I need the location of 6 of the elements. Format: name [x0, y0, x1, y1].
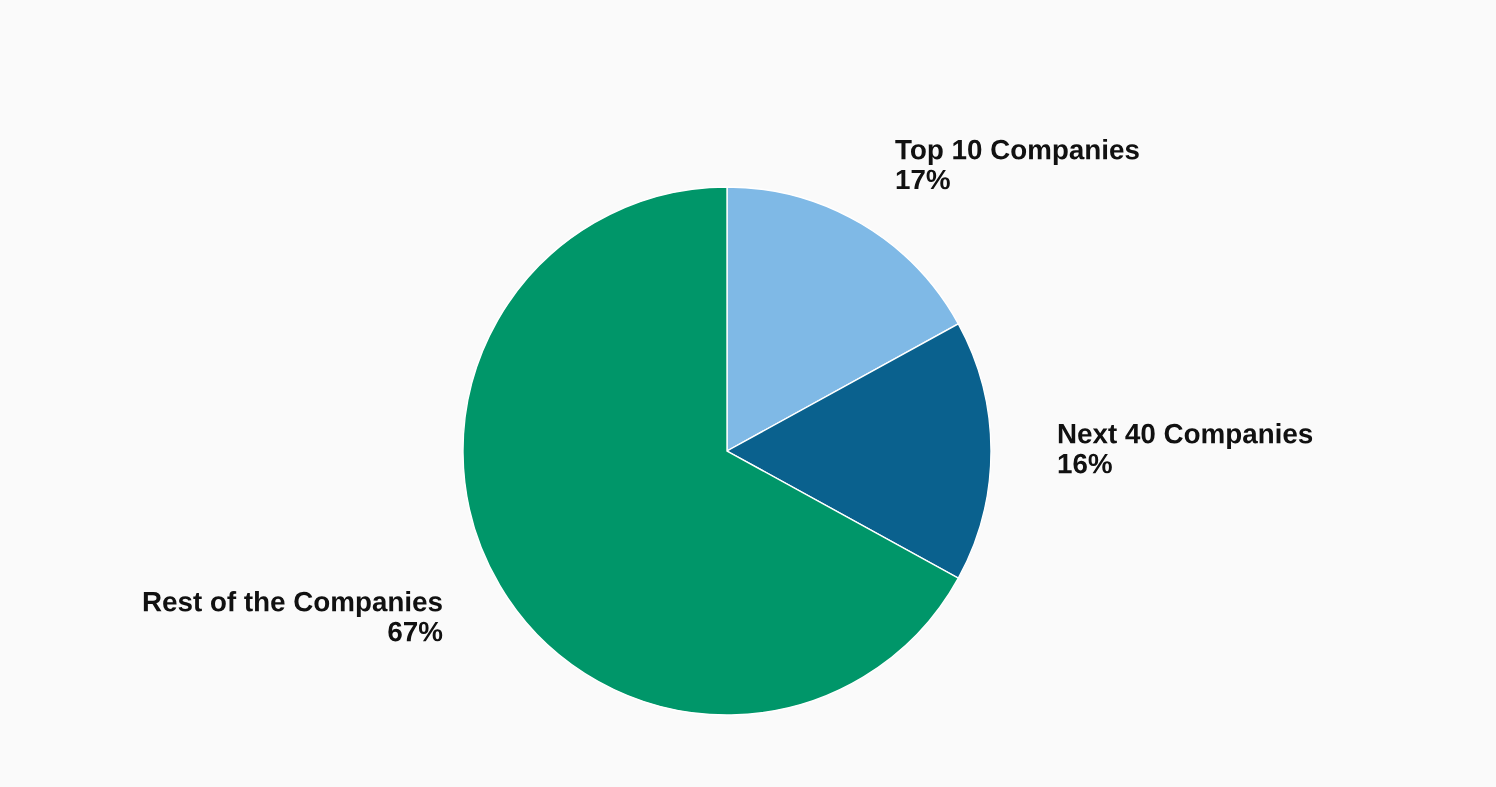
slice-label: Next 40 Companies [1058, 423, 1313, 449]
data-label: 67% [388, 621, 443, 642]
slice-label: Rest of the Companies [143, 591, 442, 617]
data-label: 16% [1058, 453, 1112, 474]
data-label: 17% [896, 169, 950, 190]
slice-label: Top 10 Companies [895, 139, 1139, 165]
